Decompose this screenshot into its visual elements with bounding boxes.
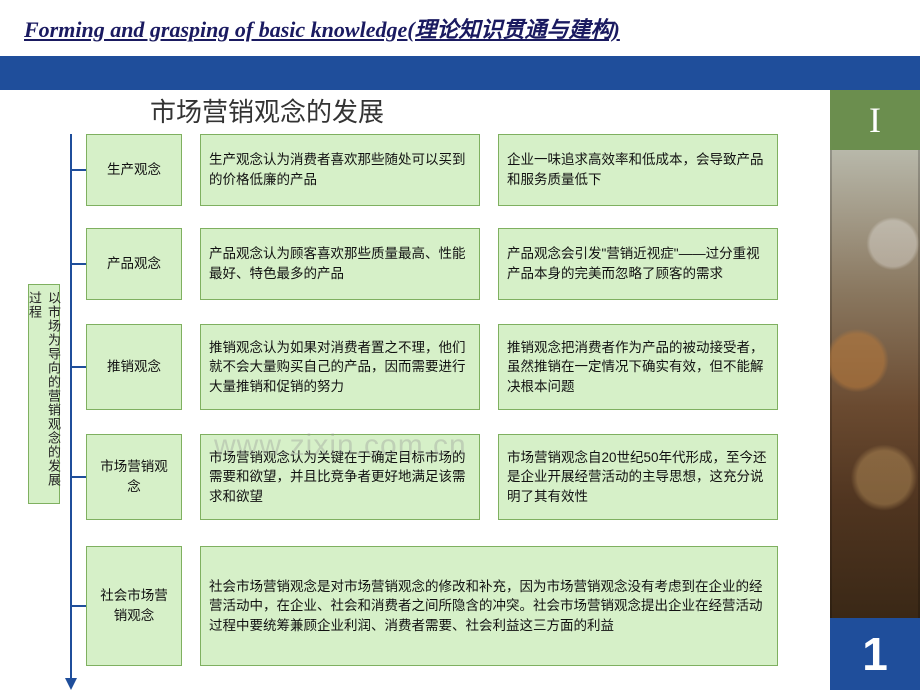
- connector-line: [70, 605, 86, 607]
- concept-row: 产品观念产品观念认为顾客喜欢那些质量最高、性能最好、特色最多的产品产品观念会引发…: [86, 228, 822, 300]
- concept-note-box: 推销观念把消费者作为产品的被动接受者，虽然推销在一定情况下确实有效，但不能解决根…: [498, 324, 778, 410]
- timeline-axis: [70, 134, 72, 686]
- concept-name-box: 市场营销观念: [86, 434, 182, 520]
- axis-label: 以市场为导向的营销观念的发展过程: [28, 284, 60, 504]
- decorative-photo: [830, 150, 920, 618]
- connector-line: [70, 476, 86, 478]
- connector-line: [70, 366, 86, 368]
- header-bar: Forming and grasping of basic knowledge(…: [0, 0, 920, 56]
- connector-line: [70, 263, 86, 265]
- concept-desc-box: 产品观念认为顾客喜欢那些质量最高、性能最好、特色最多的产品: [200, 228, 480, 300]
- page-title: Forming and grasping of basic knowledge(…: [24, 12, 620, 44]
- concept-name-box: 推销观念: [86, 324, 182, 410]
- diagram-area: 以市场为导向的营销观念的发展过程 生产观念生产观念认为消费者喜欢那些随处可以买到…: [14, 134, 822, 686]
- section-roman: I: [830, 90, 920, 150]
- concept-wide-box: 社会市场营销观念是对市场营销观念的修改和补充，因为市场营销观念没有考虑到在企业的…: [200, 546, 778, 666]
- concept-row: 社会市场营销观念社会市场营销观念是对市场营销观念的修改和补充，因为市场营销观念没…: [86, 546, 822, 666]
- concept-name-box: 产品观念: [86, 228, 182, 300]
- concept-note-box: 市场营销观念自20世纪50年代形成，至今还是企业开展经营活动的主导思想，这充分说…: [498, 434, 778, 520]
- concept-row: 推销观念推销观念认为如果对消费者置之不理，他们就不会大量购买自己的产品，因而需要…: [86, 324, 822, 410]
- blue-band: [0, 56, 920, 90]
- concept-name-box: 社会市场营销观念: [86, 546, 182, 666]
- concept-desc-box: 推销观念认为如果对消费者置之不理，他们就不会大量购买自己的产品，因而需要进行大量…: [200, 324, 480, 410]
- concept-note-box: 企业一味追求高效率和低成本，会导致产品和服务质量低下: [498, 134, 778, 206]
- concept-note-box: 产品观念会引发"营销近视症"——过分重视产品本身的完美而忽略了顾客的需求: [498, 228, 778, 300]
- arrowhead-icon: [65, 678, 77, 690]
- concept-row: 市场营销观念市场营销观念认为关键在于确定目标市场的需要和欲望，并且比竞争者更好地…: [86, 434, 822, 520]
- right-blue-top: [830, 56, 920, 90]
- concept-desc-box: 生产观念认为消费者喜欢那些随处可以买到的价格低廉的产品: [200, 134, 480, 206]
- concept-desc-box: 市场营销观念认为关键在于确定目标市场的需要和欲望，并且比竞争者更好地满足该需求和…: [200, 434, 480, 520]
- right-column: I 1: [830, 56, 920, 690]
- concept-name-box: 生产观念: [86, 134, 182, 206]
- page-number: 1: [830, 618, 920, 690]
- subtitle: 市场营销观念的发展: [150, 92, 384, 129]
- concept-row: 生产观念生产观念认为消费者喜欢那些随处可以买到的价格低廉的产品企业一味追求高效率…: [86, 134, 822, 206]
- connector-line: [70, 169, 86, 171]
